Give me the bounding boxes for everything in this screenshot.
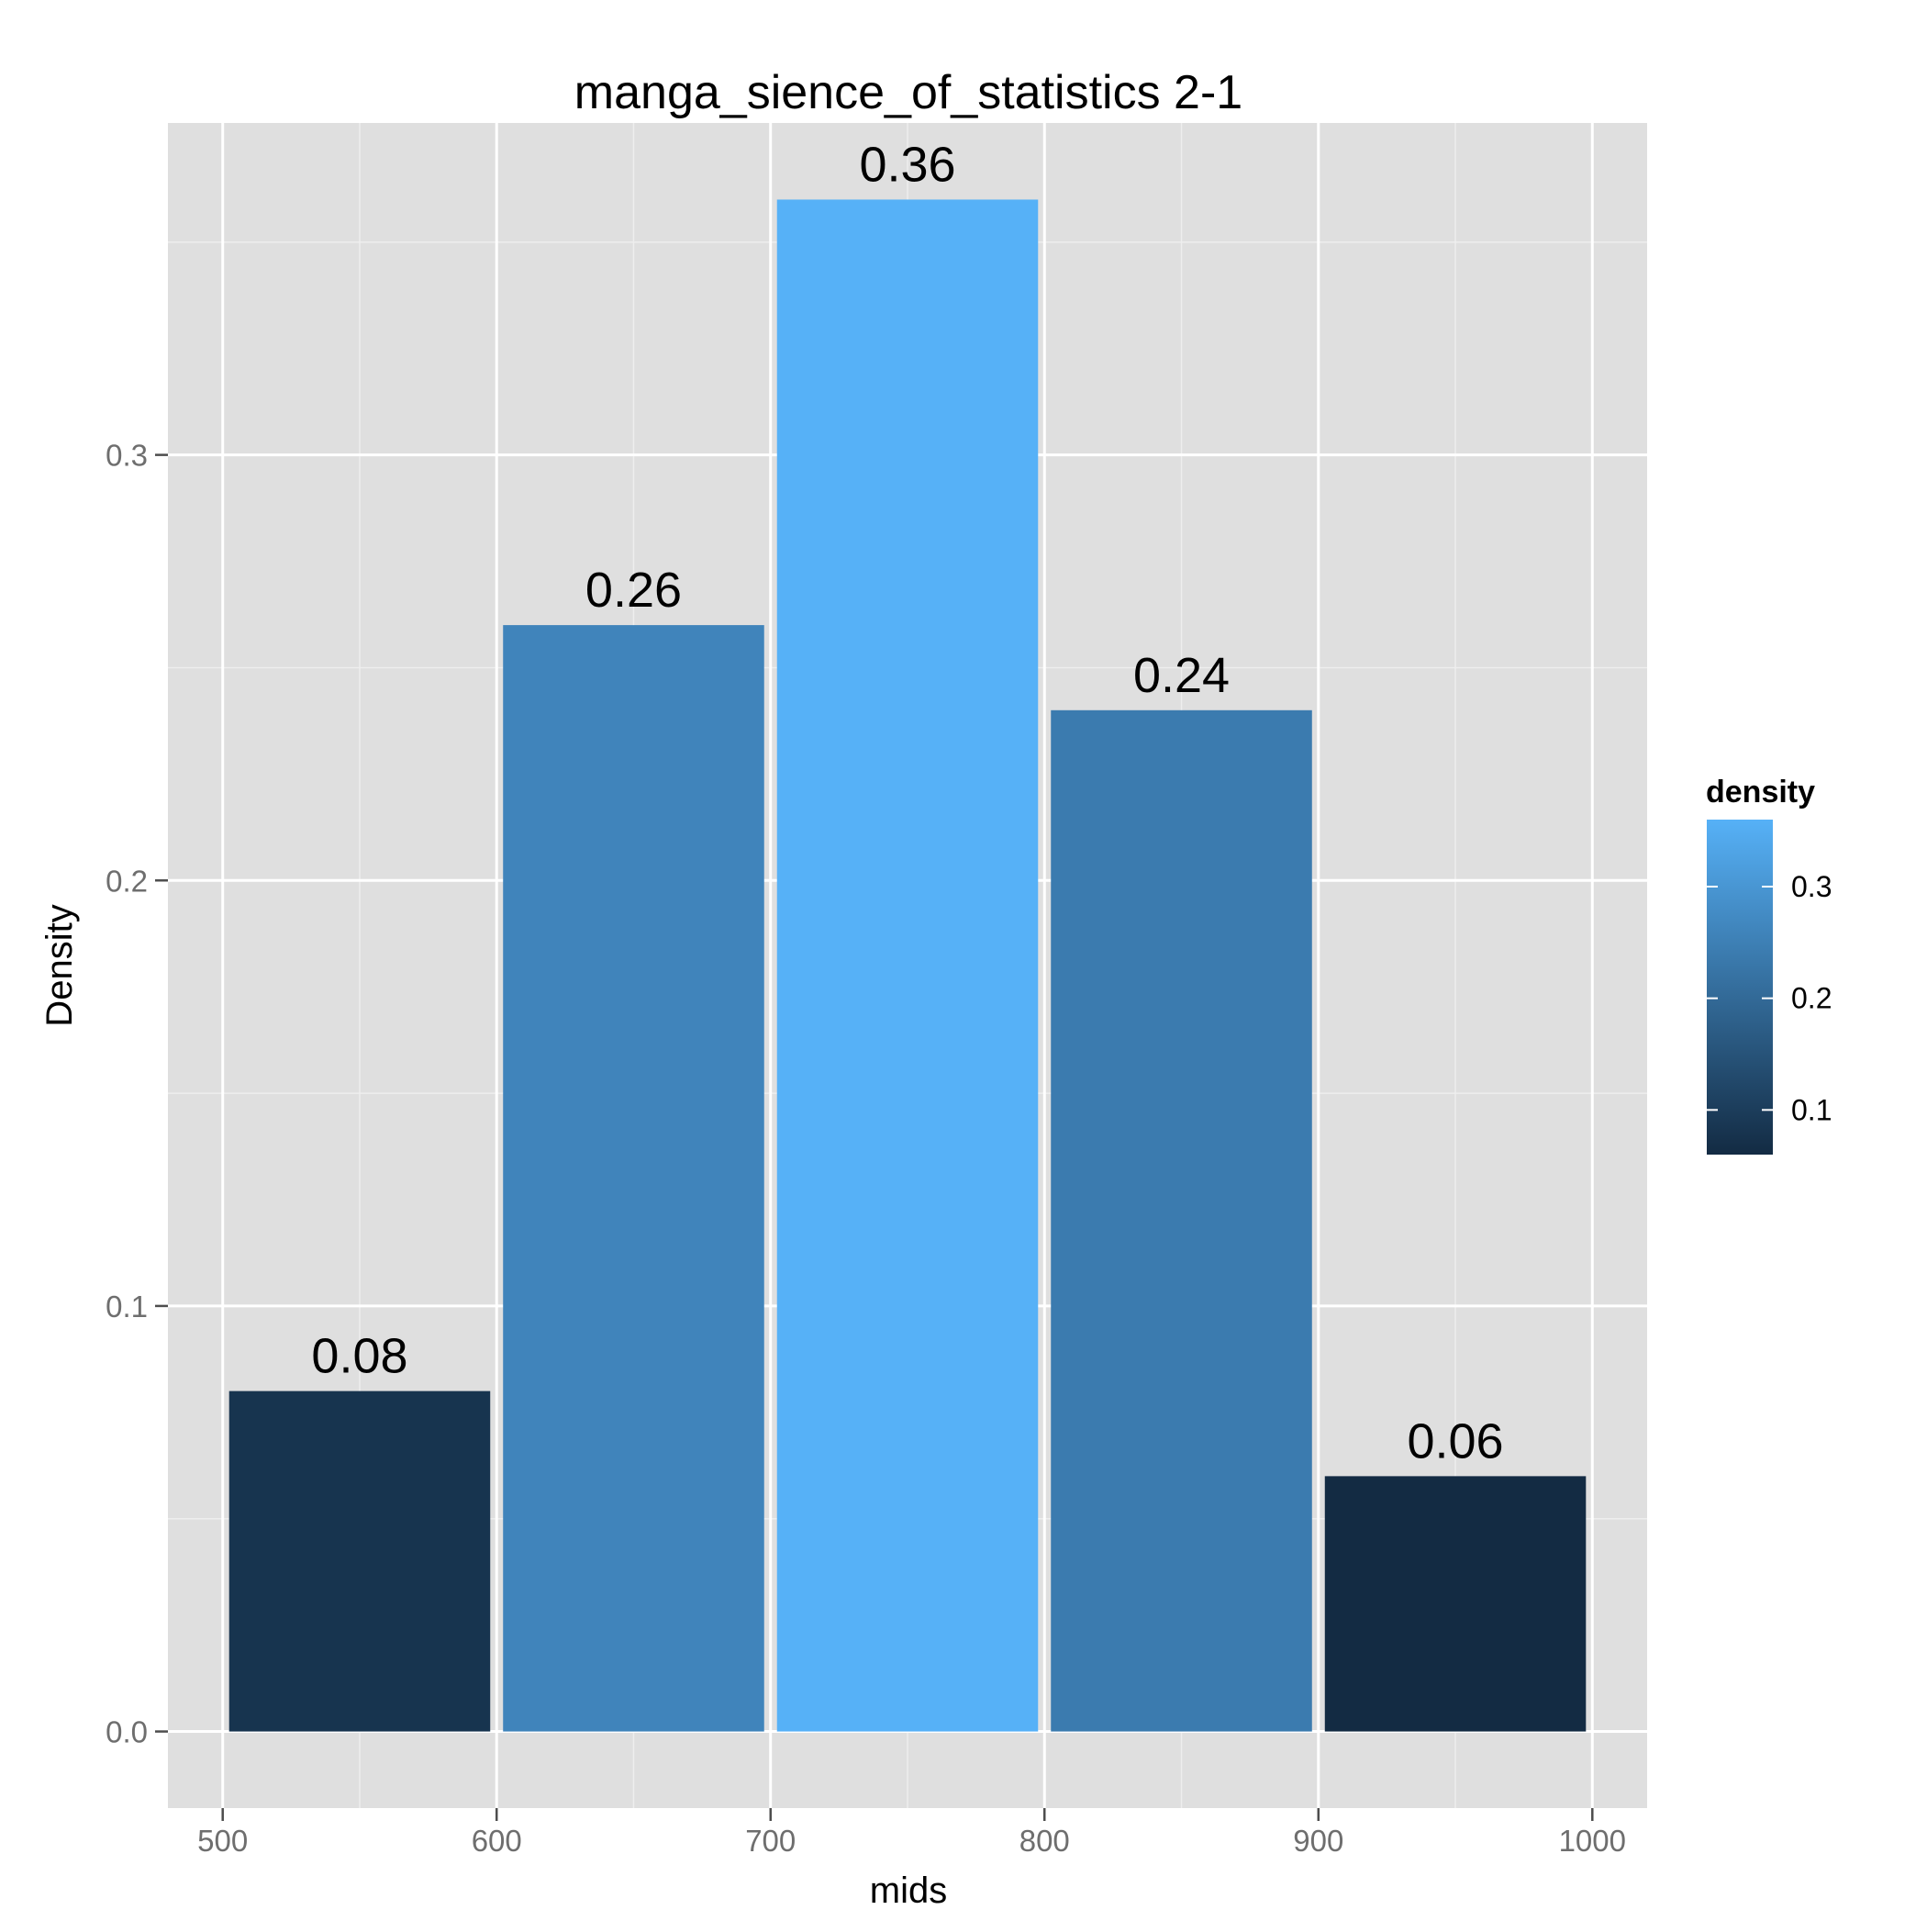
legend-colorbar bbox=[1707, 820, 1773, 1155]
legend-break-label: 0.2 bbox=[1791, 982, 1832, 1015]
y-axis-title: Density bbox=[39, 904, 80, 1026]
x-tick-label: 800 bbox=[1019, 1824, 1070, 1858]
histogram-bar bbox=[1324, 1476, 1587, 1732]
bar-value-label: 0.06 bbox=[1407, 1413, 1503, 1469]
histogram-bar bbox=[228, 1390, 491, 1732]
legend-title: density bbox=[1706, 775, 1815, 810]
bar-value-label: 0.08 bbox=[311, 1329, 407, 1384]
histogram-bar bbox=[1051, 709, 1312, 1732]
x-tick-label: 1000 bbox=[1559, 1824, 1626, 1858]
chart-title: manga_sience_of_statistics 2-1 bbox=[574, 66, 1242, 119]
bar-value-label: 0.26 bbox=[585, 563, 682, 618]
y-tick-label: 0.1 bbox=[106, 1290, 148, 1323]
x-tick-label: 500 bbox=[197, 1824, 248, 1858]
y-tick-label: 0.0 bbox=[106, 1715, 148, 1749]
x-tick-label: 900 bbox=[1293, 1824, 1343, 1858]
bar-value-label: 0.24 bbox=[1133, 648, 1230, 703]
legend-break-label: 0.1 bbox=[1791, 1093, 1832, 1126]
x-tick-label: 700 bbox=[745, 1824, 796, 1858]
bar-value-label: 0.36 bbox=[859, 137, 955, 192]
y-tick-label: 0.3 bbox=[106, 439, 148, 473]
histogram-bar bbox=[776, 199, 1039, 1732]
y-tick-label: 0.2 bbox=[106, 864, 148, 898]
x-axis-title: mids bbox=[870, 1871, 947, 1911]
x-tick-label: 600 bbox=[472, 1824, 522, 1858]
histogram-bar bbox=[503, 625, 764, 1732]
legend-break-label: 0.3 bbox=[1791, 870, 1832, 903]
